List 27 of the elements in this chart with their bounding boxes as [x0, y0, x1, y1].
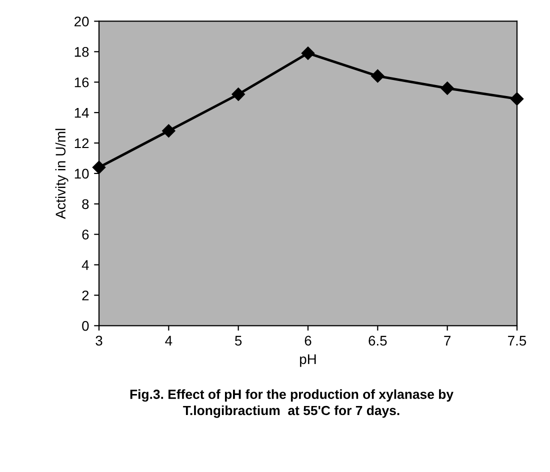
y-tick-label: 14	[74, 108, 89, 118]
point	[371, 69, 384, 83]
x-tick-label: 7	[444, 336, 450, 346]
y-tick-label: 8	[82, 199, 89, 210]
y-tick-label: 6	[82, 230, 89, 240]
x-tick-label: 5	[235, 336, 242, 346]
x-tick-label: 6.5	[368, 336, 387, 346]
caption: Fig.3. Effect of pH for the production of xylanase by T.longibractium at 55'C for 7 days.	[130, 389, 454, 418]
y-axis-title: Activity in U/ml	[55, 128, 68, 219]
y-tick-label: 0	[82, 321, 89, 331]
y-tick-label: 12	[74, 138, 89, 148]
y-tick-label: 18	[74, 47, 89, 57]
point	[92, 160, 106, 174]
point	[440, 82, 454, 95]
x-tick-label: 4	[165, 336, 172, 346]
y-tick-label: 4	[82, 260, 89, 270]
point	[232, 88, 245, 101]
y-tick-label: 20	[74, 16, 89, 26]
x-tick-label: 6	[304, 336, 312, 346]
x-tick-label: 3	[96, 336, 102, 346]
point	[162, 124, 176, 138]
x-tick-label: 7.5	[508, 336, 526, 346]
y-tick-label: 16	[74, 77, 89, 88]
y-tick-label: 2	[82, 290, 89, 300]
point	[301, 46, 315, 60]
x-axis-title: pH	[300, 354, 316, 367]
y-tick-label: 10	[74, 168, 89, 179]
